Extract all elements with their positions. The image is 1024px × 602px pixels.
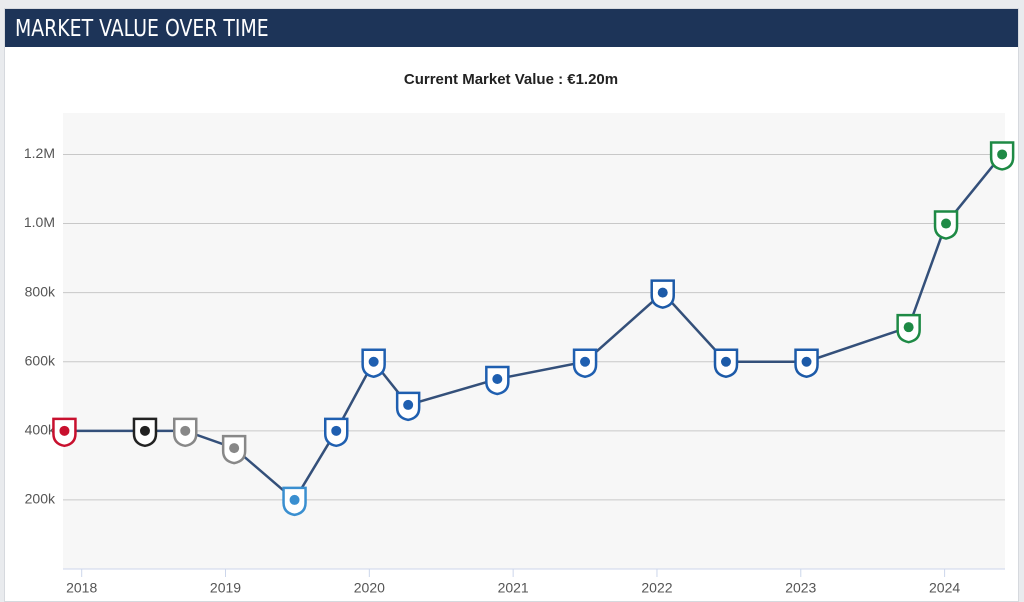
y-tick-label: 1.2M	[24, 145, 55, 161]
club-marker-core	[229, 443, 240, 454]
club-marker-core	[368, 356, 379, 367]
club-marker-core	[997, 149, 1008, 160]
club-marker-core	[331, 425, 342, 436]
y-tick-label: 400k	[25, 422, 56, 438]
x-tick-label: 2021	[498, 580, 529, 596]
club-marker-core	[139, 425, 150, 436]
club-marker-core	[657, 287, 668, 298]
y-tick-label: 600k	[25, 352, 56, 368]
x-tick-label: 2018	[66, 580, 97, 596]
x-tick-label: 2023	[785, 580, 816, 596]
club-marker-core	[720, 356, 731, 367]
chart: Current Market Value : €1.20m 200k 400k 60…	[24, 71, 1015, 596]
header-bar: MARKET VALUE OVER TIME	[5, 9, 1018, 47]
club-marker-core	[180, 425, 191, 436]
chart-subtitle: Current Market Value : €1.20m	[404, 71, 618, 88]
plot-area	[63, 113, 1005, 569]
club-marker-core	[492, 374, 503, 384]
club-marker-core	[289, 494, 300, 505]
x-tick-label: 2024	[929, 580, 960, 596]
club-marker-core	[941, 218, 952, 229]
y-tick-label: 800k	[25, 283, 56, 299]
y-tick-label: 1.0M	[24, 214, 55, 230]
club-marker-core	[403, 399, 414, 410]
club-marker-core	[903, 322, 914, 333]
series-line	[64, 153, 1004, 502]
club-marker-core	[801, 356, 812, 367]
club-marker-core	[59, 425, 70, 436]
card: MARKET VALUE OVER TIME Current Market Va…	[4, 8, 1019, 602]
chart-title: MARKET VALUE OVER TIME	[15, 16, 269, 42]
y-tick-label: 200k	[25, 491, 56, 507]
x-tick-label: 2022	[641, 580, 672, 596]
x-tick-label: 2020	[354, 580, 385, 596]
x-tick-label: 2019	[210, 580, 241, 596]
club-marker-core	[580, 356, 591, 367]
